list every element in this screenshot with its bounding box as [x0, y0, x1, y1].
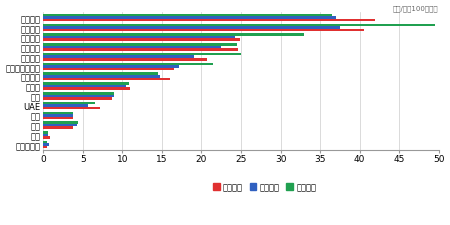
Bar [43, 59, 207, 61]
Bar [43, 102, 95, 105]
Bar [43, 85, 126, 88]
Bar [43, 88, 130, 90]
Bar [43, 127, 73, 129]
Bar [43, 107, 100, 110]
Bar [43, 92, 114, 95]
Bar [43, 131, 48, 134]
Bar [43, 144, 49, 146]
Bar [43, 78, 170, 81]
Bar [43, 44, 237, 46]
Bar [43, 105, 88, 107]
Bar [43, 17, 336, 20]
Bar [43, 68, 174, 71]
Bar [43, 73, 158, 76]
Text: （人/人口100万人）: （人/人口100万人） [393, 6, 439, 12]
Bar [43, 95, 114, 98]
Bar [43, 37, 235, 39]
Bar [43, 63, 213, 66]
Bar [43, 54, 241, 56]
Bar [43, 83, 129, 85]
Bar [43, 117, 73, 120]
Bar [43, 112, 73, 115]
Bar [43, 137, 50, 139]
Bar [43, 39, 240, 42]
Bar [43, 134, 48, 137]
Bar [43, 76, 160, 78]
Bar [43, 34, 304, 37]
Bar [43, 141, 47, 144]
Bar [43, 98, 112, 100]
Bar [43, 15, 332, 17]
Bar [43, 115, 72, 117]
Bar [43, 27, 340, 29]
Bar [43, 66, 180, 68]
Bar [43, 49, 238, 52]
Bar [43, 122, 78, 124]
Legend: 令和３年, 令和２年, 令和元年: 令和３年, 令和２年, 令和元年 [210, 180, 320, 195]
Bar [43, 124, 76, 127]
Bar [43, 56, 194, 59]
Bar [43, 146, 47, 149]
Bar [43, 20, 375, 22]
Bar [43, 29, 364, 32]
Bar [43, 25, 435, 27]
Bar [43, 46, 221, 49]
